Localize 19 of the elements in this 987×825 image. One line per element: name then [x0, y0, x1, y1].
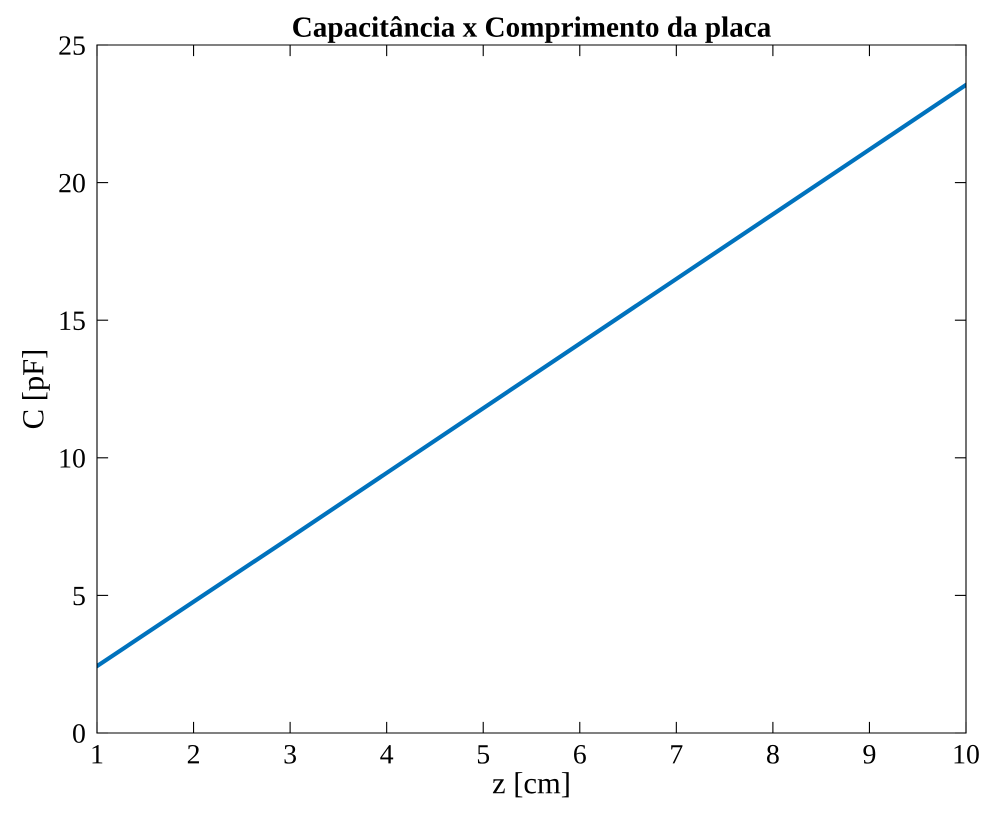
y-tick-label: 25	[59, 36, 85, 55]
y-tick-label: 20	[59, 174, 85, 193]
x-tick-label: 9	[863, 744, 876, 764]
x-axis-title: z [cm]	[492, 772, 569, 798]
x-tick-label: 1	[92, 745, 102, 764]
x-tick-label: 4	[380, 745, 394, 764]
x-tick-label: 7	[671, 745, 682, 764]
y-tick-label: 15	[60, 312, 85, 330]
y-tick-label: 0	[73, 724, 85, 743]
x-tick-label: 8	[767, 744, 779, 764]
x-tick-label: 6	[574, 744, 586, 764]
x-tick-label: 5	[478, 745, 490, 764]
y-tick-label: 10	[60, 448, 85, 468]
y-tick-label: 5	[74, 586, 85, 606]
x-tick-label: 10	[954, 744, 979, 764]
y-axis-title: C [pF]	[22, 350, 50, 428]
chart-title: Capacitância x Comprimento da placa	[293, 16, 771, 43]
x-tick-label: 2	[188, 744, 199, 764]
x-tick-label: 3	[284, 744, 296, 764]
